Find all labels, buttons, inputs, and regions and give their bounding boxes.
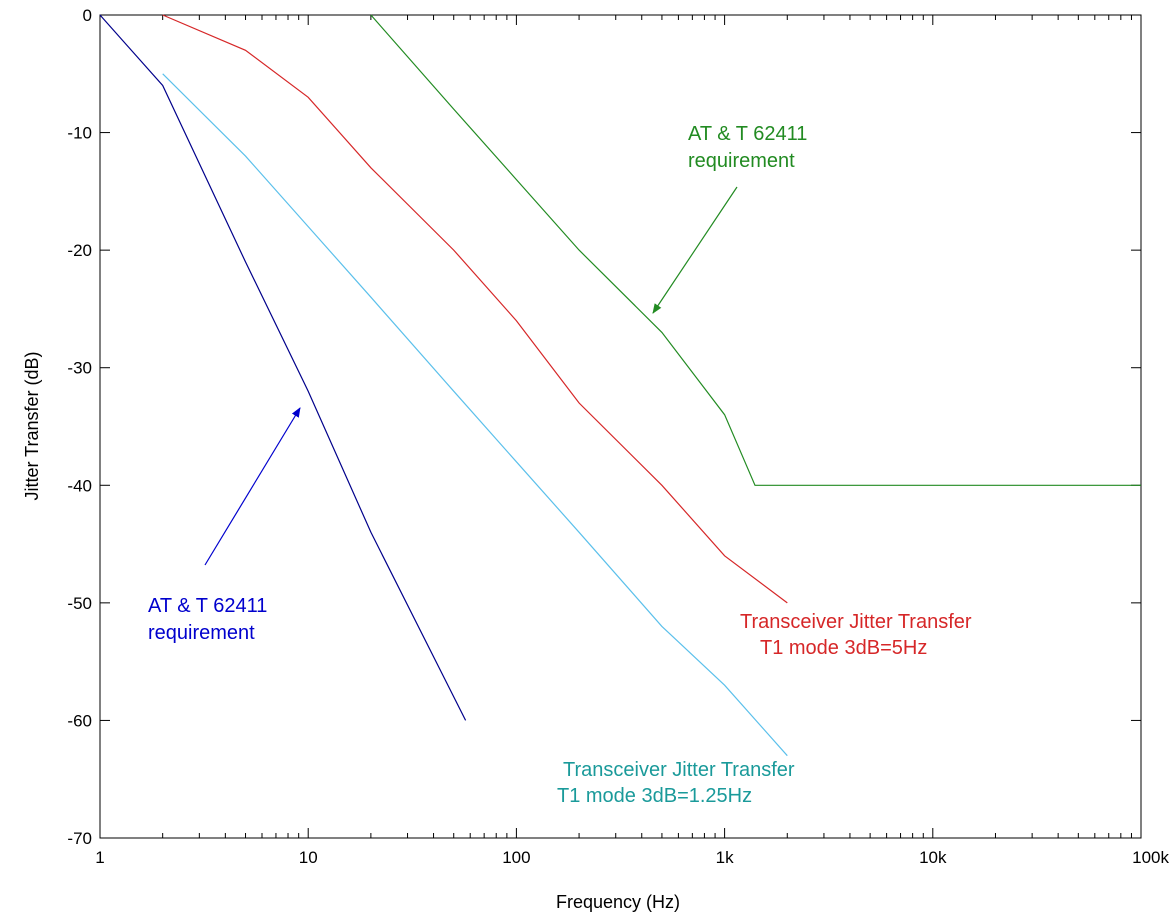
- annotation-line: Transceiver Jitter Transfer: [563, 759, 795, 781]
- y-tick-label: -30: [67, 359, 92, 378]
- y-tick-label: -60: [67, 711, 92, 730]
- plot-frame: [99, 14, 1142, 839]
- annotation-line: Transceiver Jitter Transfer: [740, 611, 972, 633]
- x-axis-ticks: 1 10 100 1k 10k 100k: [95, 15, 1169, 867]
- plot-border: [99, 14, 1142, 839]
- y-axis-label: Jitter Transfer (dB): [22, 351, 42, 500]
- annotation-transceiver-5hz: Transceiver Jitter Transfer T1 mode 3dB=5…: [740, 611, 972, 659]
- annotation-line: AT & T 62411: [688, 123, 807, 145]
- annotation-arrow: [652, 186, 738, 314]
- series-transceiver-5hz: [162, 14, 788, 604]
- annotation-line: requirement: [148, 622, 255, 644]
- annotation-transceiver-1-25hz: Transceiver Jitter Transfer T1 mode 3dB=1…: [557, 759, 795, 807]
- series-att-requirement-high: [370, 14, 1141, 486]
- annotation-arrow: [204, 407, 301, 566]
- annotation-line: requirement: [688, 150, 795, 172]
- annotation-line: T1 mode 3dB=5Hz: [760, 637, 927, 659]
- annotation-att-requirement-blue: AT & T 62411 requirement: [148, 595, 267, 644]
- series-layer: [99, 14, 1141, 757]
- x-tick-label: 1k: [716, 848, 734, 867]
- y-tick-label: -40: [67, 476, 92, 495]
- y-tick-label: -70: [67, 829, 92, 848]
- x-axis-label: Frequency (Hz): [556, 892, 680, 912]
- x-tick-label: 10: [299, 848, 318, 867]
- annotation-att-requirement-green: AT & T 62411 requirement: [688, 123, 807, 172]
- y-tick-label: -10: [67, 124, 92, 143]
- annotation-line: AT & T 62411: [148, 595, 267, 617]
- annotation-line: T1 mode 3dB=1.25Hz: [557, 785, 752, 807]
- series-att-requirement-low: [99, 14, 467, 721]
- x-tick-label: 100k: [1132, 848, 1169, 867]
- x-tick-label: 10k: [919, 848, 947, 867]
- y-tick-label: 0: [83, 6, 92, 25]
- series-transceiver-1-25hz: [162, 73, 788, 757]
- x-tick-label: 1: [95, 848, 104, 867]
- annotation-layer: AT & T 62411 requirement AT & T 62411 requi…: [148, 123, 972, 807]
- y-tick-label: -50: [67, 594, 92, 613]
- y-axis-ticks: 0 -10 -20 -30 -40 -50 -60 -70: [67, 6, 1141, 848]
- y-tick-label: -20: [67, 241, 92, 260]
- x-tick-label: 100: [502, 848, 530, 867]
